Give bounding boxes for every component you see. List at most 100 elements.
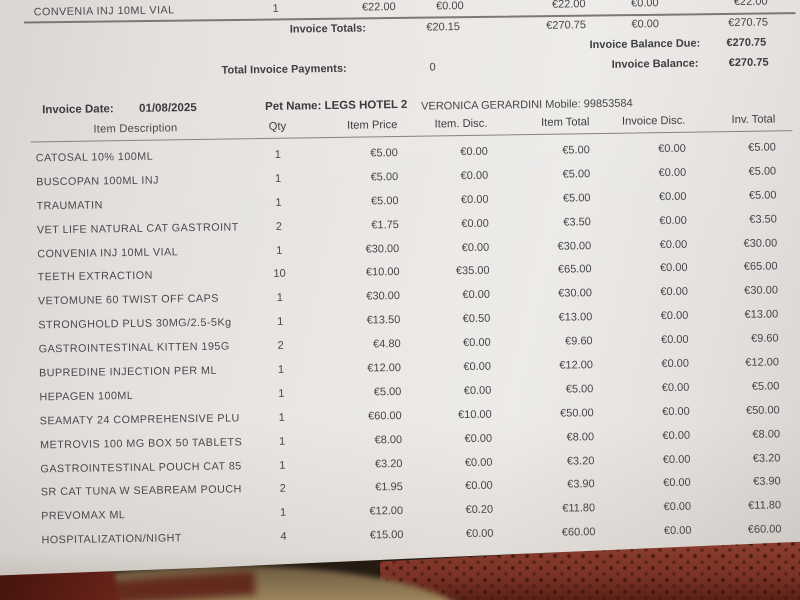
item-description: CATOSAL 10% 100ML [35, 150, 154, 165]
invoice-date-value: 01/08/2025 [139, 101, 197, 115]
item-price: €60.00 [367, 409, 402, 423]
payments-label: Total Invoice Payments: [221, 62, 347, 77]
item-qty: 1 [272, 2, 279, 15]
item-qty: 2 [279, 483, 286, 496]
inv-total: €9.60 [750, 332, 779, 345]
invoice-disc: €0.00 [663, 524, 692, 538]
invoice-disc: €0.00 [658, 142, 686, 156]
invoice-disc: €0.00 [631, 0, 659, 10]
inv-total: €13.00 [744, 308, 779, 322]
inv-total: €5.00 [751, 380, 780, 393]
item-total: €9.60 [565, 335, 593, 348]
item-qty: 1 [274, 148, 281, 161]
invoice-disc: €0.00 [659, 214, 687, 227]
item-total: €30.00 [558, 287, 593, 300]
item-qty: 1 [278, 411, 285, 424]
invoice-balance-label: Invoice Balance: [611, 57, 699, 71]
item-qty: 2 [277, 339, 284, 352]
item-disc: €0.00 [460, 193, 489, 206]
item-disc: €0.20 [465, 503, 494, 517]
item-total: €12.00 [559, 359, 594, 372]
item-qty: 2 [275, 220, 283, 233]
balance-due-label: Invoice Balance Due: [589, 37, 701, 52]
header-item-total: Item Total [541, 116, 590, 129]
item-disc: €0.00 [436, 0, 464, 13]
invoice-disc: €0.00 [663, 477, 691, 490]
item-price: €1.95 [375, 481, 403, 494]
item-disc: €0.00 [461, 217, 489, 230]
item-total: €13.00 [558, 311, 593, 324]
item-price: €8.00 [374, 433, 403, 447]
inv-total: €5.00 [748, 189, 777, 202]
item-disc: €0.00 [464, 456, 493, 469]
item-price: €13.50 [366, 314, 401, 327]
item-total: €65.00 [557, 263, 592, 277]
item-description: SEAMATY 24 COMPREHENSIVE PLU [39, 412, 240, 428]
item-qty: 1 [276, 244, 283, 257]
item-disc: €35.00 [455, 265, 490, 278]
item-description: METROVIS 100 MG BOX 50 TABLETS [40, 435, 243, 451]
inv-total: €5.00 [748, 141, 776, 154]
item-description: HOSPITALIZATION/NIGHT [41, 532, 183, 547]
inv-total: €8.00 [752, 428, 781, 441]
item-description: HEPAGEN 100ML [39, 389, 134, 404]
item-price: €30.00 [366, 290, 401, 303]
line-items: CATOSAL 10% 100ML 1 €5.00 €0.00 €5.00 €0… [36, 135, 782, 552]
item-description: GASTROINTESTINAL POUCH CAT 85 [40, 459, 242, 475]
inv-total: €5.00 [748, 165, 777, 178]
item-total: €11.80 [562, 502, 596, 515]
invoice-disc: €0.00 [662, 453, 691, 466]
header-invoice-disc: Invoice Disc. [621, 114, 686, 128]
invoice-disc: €0.00 [663, 501, 692, 514]
item-disc: €0.00 [464, 432, 493, 445]
inv-total: €60.00 [747, 523, 782, 537]
item-total: €8.00 [566, 430, 595, 444]
item-description: CONVENIA INJ 10ML VIAL [33, 4, 175, 19]
item-price: €10.00 [365, 266, 400, 279]
balance-due-value: €270.75 [726, 36, 767, 50]
item-description: BUPREDINE INJECTION PER ML [38, 364, 218, 380]
item-price: €12.00 [367, 361, 402, 375]
item-qty: 1 [277, 363, 285, 376]
item-description: CONVENIA INJ 10ML VIAL [37, 245, 179, 260]
owner-mobile: VERONICA GERARDINI Mobile: 99853584 [421, 97, 633, 113]
item-total: €3.90 [567, 478, 595, 491]
inv-total: €22.00 [733, 0, 768, 9]
invoice-disc: €0.00 [659, 262, 688, 275]
item-disc: €10.00 [457, 408, 492, 421]
item-qty: 1 [277, 315, 284, 328]
item-total: €5.00 [562, 191, 591, 205]
item-description: BUSCOPAN 100ML INJ [36, 174, 159, 189]
item-disc: €0.00 [463, 360, 492, 374]
item-total: €3.20 [566, 454, 595, 468]
header-item-disc: Item. Disc. [434, 117, 488, 131]
item-description: PREVOMAX ML [41, 509, 126, 523]
invoice-disc: €0.00 [661, 357, 690, 371]
item-qty: 1 [278, 435, 286, 448]
item-total: €22.00 [551, 0, 586, 11]
item-price: €5.00 [370, 194, 399, 208]
item-total: €5.00 [562, 167, 591, 181]
item-total: €60.00 [561, 526, 596, 539]
item-price: €15.00 [369, 529, 404, 542]
item-disc: €0.00 [461, 241, 490, 254]
invoice-disc: €0.00 [662, 429, 691, 442]
item-description: TRAUMATIN [36, 199, 103, 213]
item-qty: 1 [275, 196, 282, 209]
item-disc: €0.00 [462, 288, 491, 302]
item-price: €30.00 [365, 242, 400, 256]
pet-name: Pet Name: LEGS HOTEL 2 [265, 98, 408, 113]
invoice-balance-value: €270.75 [728, 56, 769, 70]
header-item-description: Item Description [93, 122, 178, 136]
header-item-price: Item Price [346, 119, 398, 132]
invoice-disc: €0.00 [658, 190, 687, 203]
totals-item-total: €270.75 [546, 18, 587, 32]
item-total: €5.00 [562, 144, 590, 157]
item-price: €5.00 [373, 385, 402, 399]
inv-total: €3.90 [753, 475, 781, 489]
invoice-disc: €0.00 [659, 238, 688, 251]
inv-total: €12.00 [745, 356, 780, 369]
item-disc: €0.00 [463, 384, 492, 397]
item-disc: €0.00 [460, 145, 488, 159]
